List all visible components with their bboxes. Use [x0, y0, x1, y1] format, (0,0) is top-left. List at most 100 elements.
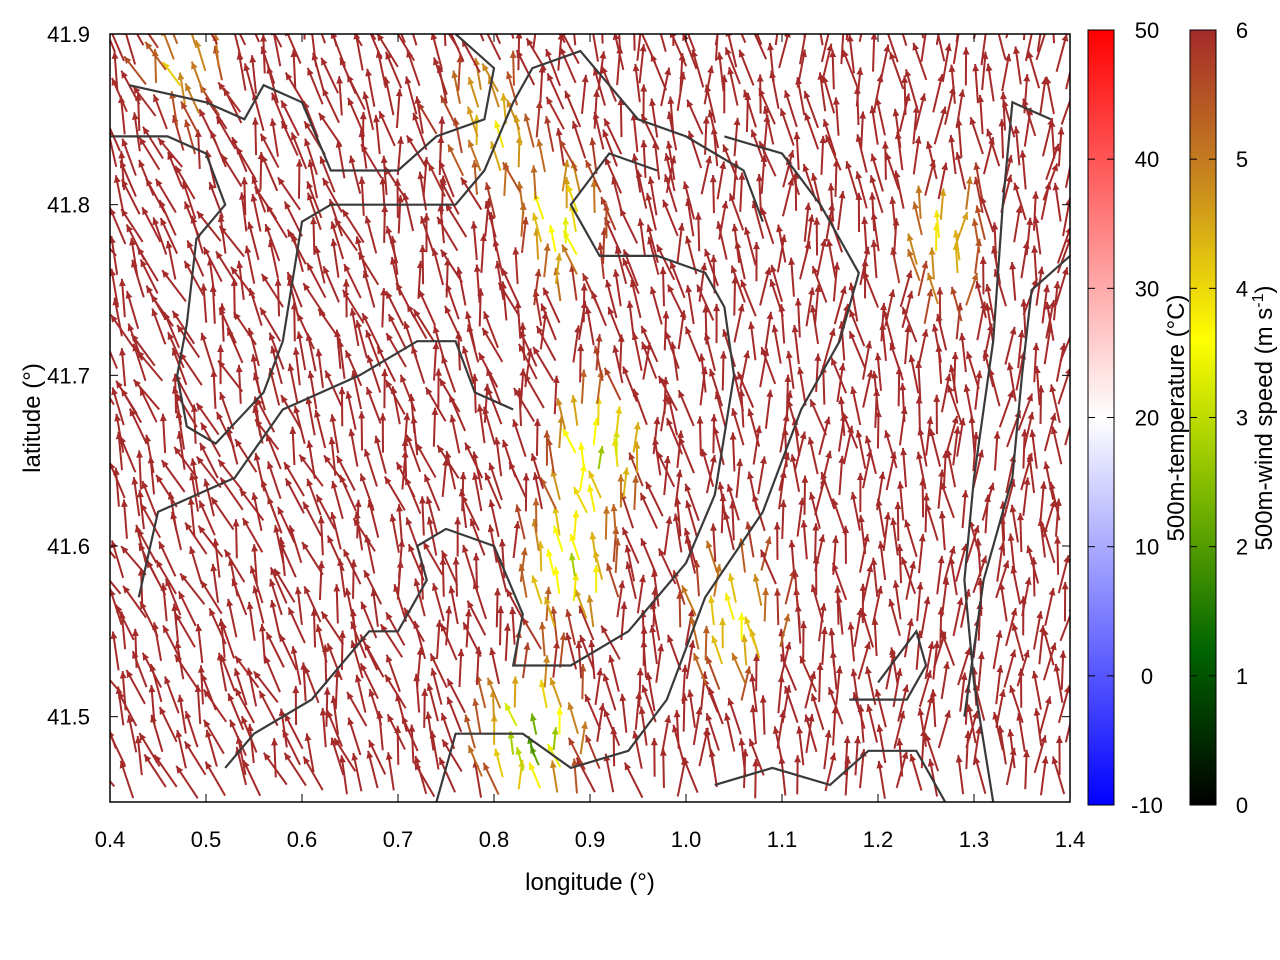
wind-arrow — [543, 655, 551, 688]
wind-arrow — [234, 687, 255, 724]
wind-arrow — [572, 510, 580, 539]
wind-arrow — [315, 624, 328, 663]
wind-arrow — [597, 51, 607, 91]
wind-arrow — [864, 435, 877, 475]
wind-arrow — [132, 378, 160, 411]
wind-arrow — [882, 512, 891, 551]
wind-arrow — [208, 607, 227, 645]
wind-arrow — [745, 521, 755, 558]
colorbar-tick-label: 20 — [1135, 406, 1159, 431]
wind-arrow — [735, 458, 744, 498]
wind-arrow — [158, 540, 177, 577]
wind-arrow — [1009, 261, 1017, 301]
wind-arrow — [985, 63, 995, 102]
wind-arrow — [417, 289, 437, 326]
wind-arrow — [110, 678, 121, 693]
colorbar-tick-label: 50 — [1135, 18, 1159, 43]
wind-arrow — [430, 667, 443, 705]
wind-arrow — [952, 597, 964, 637]
wind-arrow — [165, 240, 177, 280]
wind-arrow — [307, 370, 318, 410]
wind-arrow — [533, 268, 542, 306]
wind-arrow — [952, 426, 961, 466]
wind-arrow — [748, 738, 765, 776]
wind-arrow — [412, 308, 435, 343]
wind-arrow — [602, 129, 618, 167]
wind-arrow — [254, 34, 260, 43]
wind-arrow — [269, 599, 282, 639]
wind-arrow — [284, 478, 305, 514]
wind-arrow — [251, 117, 259, 156]
wind-arrow — [633, 34, 636, 51]
wind-arrow — [649, 286, 663, 325]
wind-arrow — [785, 350, 795, 390]
wind-arrow — [155, 559, 177, 595]
wind-arrow — [933, 209, 941, 239]
wind-arrow — [287, 606, 306, 644]
wind-arrow — [804, 112, 820, 150]
wind-arrow — [422, 541, 444, 576]
wind-arrow — [874, 352, 883, 391]
wind-arrow — [759, 267, 772, 306]
wind-arrow — [125, 224, 146, 261]
wind-arrow — [1044, 587, 1056, 626]
wind-arrow — [1026, 545, 1040, 584]
wind-arrow — [779, 613, 791, 648]
wind-arrow — [1033, 708, 1043, 747]
wind-arrow — [120, 70, 141, 105]
wind-arrow — [901, 75, 909, 115]
wind-arrow — [177, 72, 186, 105]
wind-arrow — [580, 283, 588, 323]
wind-arrow — [929, 689, 937, 728]
wind-arrow — [584, 306, 595, 346]
wind-arrow — [141, 652, 163, 688]
wind-arrow — [888, 598, 901, 636]
wind-arrow — [343, 263, 362, 299]
wind-arrow — [924, 641, 935, 680]
wind-arrow — [315, 348, 324, 388]
wind-arrow — [1009, 504, 1019, 543]
wind-arrow — [1057, 366, 1070, 405]
wind-arrow — [916, 581, 924, 622]
wind-arrow — [143, 753, 167, 788]
wind-arrow — [740, 34, 747, 44]
wind-arrow — [590, 179, 598, 213]
wind-arrow — [449, 414, 461, 454]
wind-arrow — [716, 52, 725, 92]
wind-arrow — [956, 417, 966, 457]
wind-arrow — [622, 467, 630, 498]
wind-arrow — [1007, 729, 1016, 769]
wind-arrow — [561, 159, 570, 192]
wind-arrow — [546, 548, 556, 576]
wind-arrow — [678, 436, 695, 474]
wind-arrow — [827, 686, 844, 725]
wind-arrow — [603, 708, 621, 746]
wind-arrow — [320, 611, 345, 645]
wind-arrow — [1006, 362, 1017, 402]
wind-arrows — [110, 34, 1070, 799]
wind-arrow — [718, 200, 729, 240]
wind-arrow — [972, 34, 977, 39]
wind-arrow — [545, 48, 561, 87]
y-tick-label: 41.6 — [47, 534, 90, 559]
wind-arrow — [177, 694, 187, 734]
wind-arrow — [850, 491, 861, 531]
wind-arrow — [433, 57, 448, 95]
wind-arrow — [711, 635, 724, 665]
wind-arrow — [283, 461, 305, 497]
wind-arrow — [136, 528, 158, 564]
wind-arrow — [810, 693, 825, 731]
wind-arrow — [832, 535, 839, 575]
wind-arrow — [915, 185, 923, 219]
wind-arrow — [358, 411, 366, 451]
wind-arrow — [535, 325, 557, 362]
wind-arrow — [268, 332, 285, 370]
wind-arrow — [246, 723, 255, 764]
wind-arrow — [129, 237, 139, 276]
wind-arrow — [175, 729, 187, 769]
wind-arrow — [807, 436, 819, 475]
wind-arrow — [174, 654, 198, 689]
wind-arrow — [403, 321, 418, 358]
wind-arrow — [290, 646, 302, 685]
wind-arrow — [703, 65, 714, 105]
